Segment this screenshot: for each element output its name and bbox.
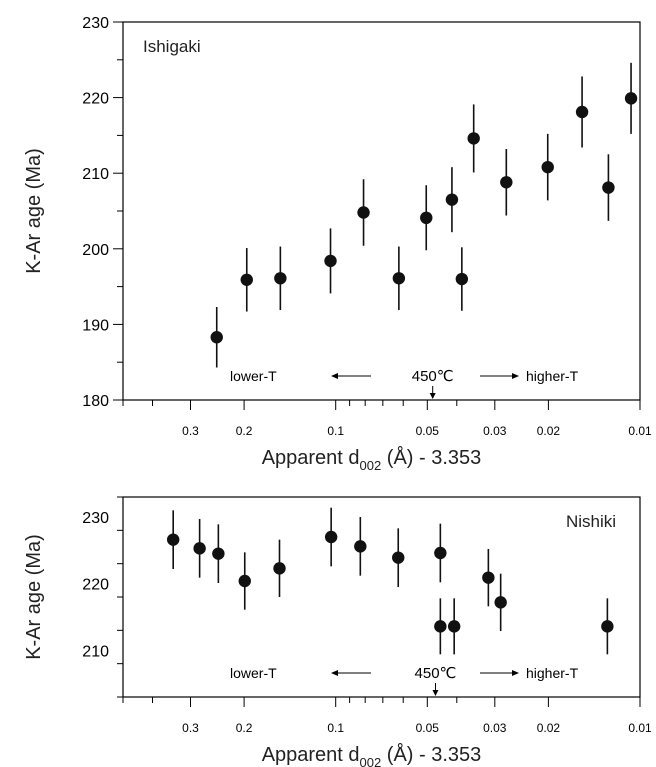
data-point	[392, 272, 406, 285]
y-tick-label: 230	[82, 510, 109, 527]
x-tick-label: 0.2	[236, 424, 253, 438]
x-tick-label: 0.05	[416, 424, 440, 438]
annotation-temperature: 450℃	[412, 368, 454, 385]
data-point	[575, 105, 589, 119]
left-arrowhead-icon	[331, 670, 338, 676]
x-tick-label: 0.02	[537, 721, 561, 735]
annotation-lower-t: lower-T	[230, 368, 277, 384]
data-point	[541, 160, 554, 174]
down-arrowhead-icon	[432, 690, 439, 696]
y-axis-title: K-Ar age (Ma)	[23, 148, 45, 274]
data-point	[447, 620, 461, 633]
data-point	[482, 571, 495, 584]
y-tick-label: 230	[82, 15, 109, 32]
y-tick-label: 180	[82, 393, 109, 410]
y-tick-label: 200	[82, 242, 109, 259]
data-point	[434, 620, 447, 633]
annotation-higher-t: higher-T	[526, 368, 579, 384]
data-point	[500, 176, 513, 189]
annotation-temperature: 450℃	[415, 665, 457, 682]
data-point	[601, 620, 614, 633]
x-tick-label: 0.1	[327, 721, 344, 735]
x-tick-label: 0.01	[628, 721, 652, 735]
y-tick-label: 210	[82, 643, 109, 660]
panel-nishiki: 210 220 230 0.3 0.2 0.1 0.05 0.03 0.02 0.01 Nishik…	[23, 496, 652, 767]
data-point	[274, 272, 287, 285]
data-point	[494, 596, 507, 609]
right-arrowhead-icon	[512, 373, 519, 379]
data-point	[166, 533, 180, 546]
annotation-higher-t: higher-T	[526, 665, 579, 681]
y-axis-title: K-Ar age (Ma)	[23, 534, 45, 660]
right-arrowhead-icon	[512, 670, 519, 676]
x-tick-label: 0.01	[628, 424, 652, 438]
data-point	[210, 331, 223, 344]
data-point	[434, 546, 447, 560]
x-tick-label: 0.05	[416, 721, 440, 735]
x-tick-label: 0.3	[182, 424, 199, 438]
data-point	[455, 272, 469, 286]
y-tick-label: 220	[82, 91, 109, 108]
panel-ishigaki: 180 190 200 210 220 230 0.3 0.2 0.1 0.05 0.03 0.02 0…	[23, 15, 652, 473]
data-point	[602, 181, 615, 194]
annotation-lower-t: lower-T	[230, 665, 277, 681]
data-point	[324, 254, 337, 268]
x-tick-label: 0.03	[483, 424, 507, 438]
x-tick-label: 0.1	[327, 424, 344, 438]
plot-frame	[122, 21, 641, 401]
x-tick-label: 0.02	[537, 424, 561, 438]
down-arrowhead-icon	[429, 393, 436, 399]
data-point	[212, 547, 225, 560]
y-tick-label: 210	[82, 166, 109, 183]
x-axis-title: Apparent d002 (Å) - 3.353	[262, 446, 482, 473]
data-point	[624, 92, 638, 105]
data-point	[238, 574, 251, 588]
data-point	[467, 132, 480, 145]
panel-label: Ishigaki	[143, 37, 201, 56]
x-tick-label: 0.03	[483, 721, 507, 735]
data-point	[240, 273, 253, 286]
y-tick-label: 220	[82, 577, 109, 594]
panel-label: Nishiki	[566, 512, 616, 531]
data-point	[324, 530, 338, 544]
data-point	[357, 206, 370, 219]
left-arrowhead-icon	[331, 373, 338, 379]
y-tick-label: 190	[82, 317, 109, 334]
x-tick-label: 0.3	[182, 721, 199, 735]
data-point	[392, 551, 405, 564]
data-point	[420, 211, 433, 225]
x-axis-title: Apparent d002 (Å) - 3.353	[262, 743, 482, 767]
data-point	[445, 193, 459, 206]
data-point	[354, 540, 367, 553]
x-tick-label: 0.2	[236, 721, 253, 735]
data-point	[273, 562, 286, 575]
data-point	[193, 542, 206, 555]
